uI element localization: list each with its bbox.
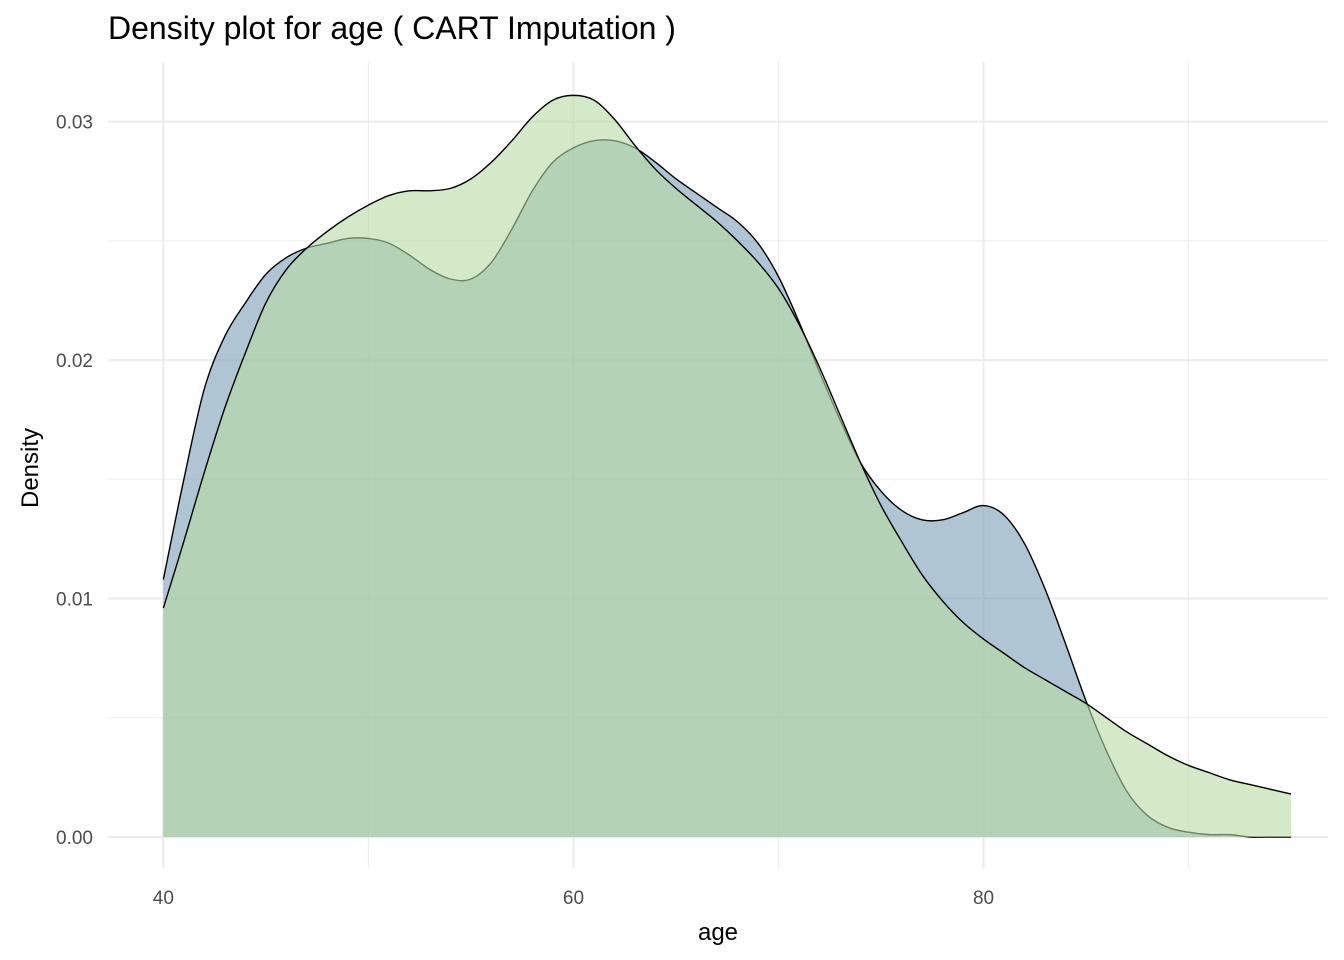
y-tick-label: 0.02	[56, 351, 93, 372]
density-curve-1	[162, 94, 1292, 795]
y-tick-label: 0.03	[56, 113, 93, 134]
x-tick-label: 40	[153, 888, 174, 909]
x-tick-label: 60	[563, 888, 584, 909]
x-tick-labels: 40 60 80	[153, 888, 994, 909]
density-area-1	[163, 95, 1292, 837]
y-tick-labels: 0.00 0.01 0.02 0.03	[56, 113, 93, 849]
x-tick-label: 80	[973, 888, 994, 909]
chart-title: Density plot for age ( CART Imputation )	[108, 10, 676, 46]
x-axis-title: age	[698, 919, 738, 946]
density-areas	[162, 94, 1292, 838]
y-tick-label: 0.00	[56, 828, 93, 849]
y-axis-title: Density	[17, 428, 44, 508]
y-tick-label: 0.01	[56, 590, 93, 611]
